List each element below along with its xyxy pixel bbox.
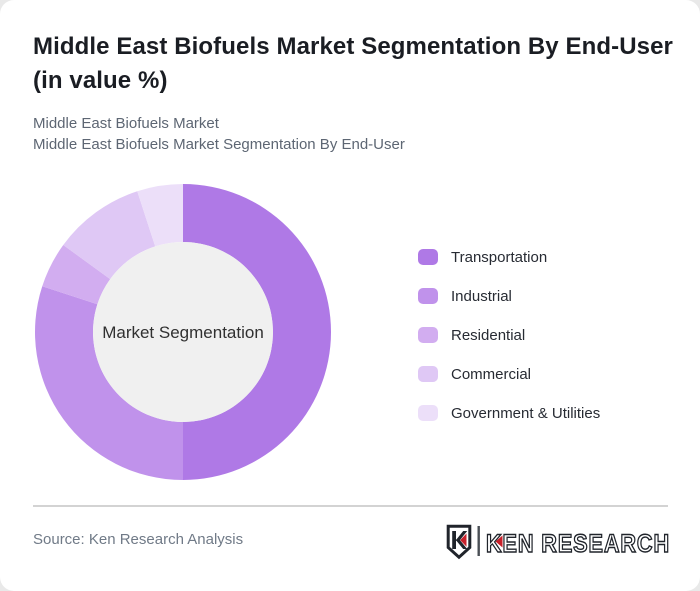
donut-slice-transportation	[183, 184, 331, 480]
legend-label: Transportation	[451, 248, 548, 266]
logo-separator	[477, 526, 480, 556]
legend-item-government-utilities: Government & Utilities	[418, 404, 601, 422]
legend-swatch	[418, 327, 438, 343]
legend-swatch	[418, 366, 438, 382]
donut-slices	[34, 184, 331, 480]
donut-chart: Market Segmentation	[34, 184, 331, 480]
legend-label: Industrial	[451, 287, 512, 305]
donut-slice-industrial	[34, 286, 183, 480]
legend-label: Residential	[451, 326, 526, 344]
donut-slice-government-utilities	[137, 184, 183, 247]
donut-hole	[93, 242, 273, 422]
legend-swatch	[418, 249, 438, 265]
chart-legend: Transportation Industrial Residential Comme…	[418, 249, 600, 444]
donut-center-label: Market Segmentation	[102, 323, 264, 342]
donut-slice-residential	[42, 245, 111, 305]
legend-item-residential: Residential	[418, 326, 600, 344]
subtitle-line-2: Middle East Biofuels Market Segmentation…	[33, 136, 405, 153]
ken-research-logo: KEN RESEARCH	[446, 524, 670, 560]
source-note: Source: Ken Research Analysis	[33, 531, 244, 548]
donut-slice-commercial	[63, 191, 156, 280]
legend-swatch	[418, 288, 438, 304]
logo-k-arrow-icon	[495, 535, 503, 548]
logo-brand-text: KEN RESEARCH	[486, 530, 670, 558]
legend-item-industrial: Industrial	[418, 287, 600, 305]
subtitle-line-1: Middle East Biofuels Market	[33, 115, 219, 132]
footer-divider	[33, 505, 668, 507]
legend-label: Government & Utilities	[451, 404, 601, 422]
page-title: Middle East Biofuels Market Segmentation…	[33, 33, 673, 94]
logo-shield-icon	[446, 524, 472, 560]
legend-label: Commercial	[451, 365, 532, 383]
legend-swatch	[418, 405, 438, 421]
legend-item-transportation: Transportation	[418, 248, 600, 266]
legend-item-commercial: Commercial	[418, 365, 600, 383]
chart-subtitle: Middle East Biofuels Market Middle East …	[33, 113, 673, 155]
